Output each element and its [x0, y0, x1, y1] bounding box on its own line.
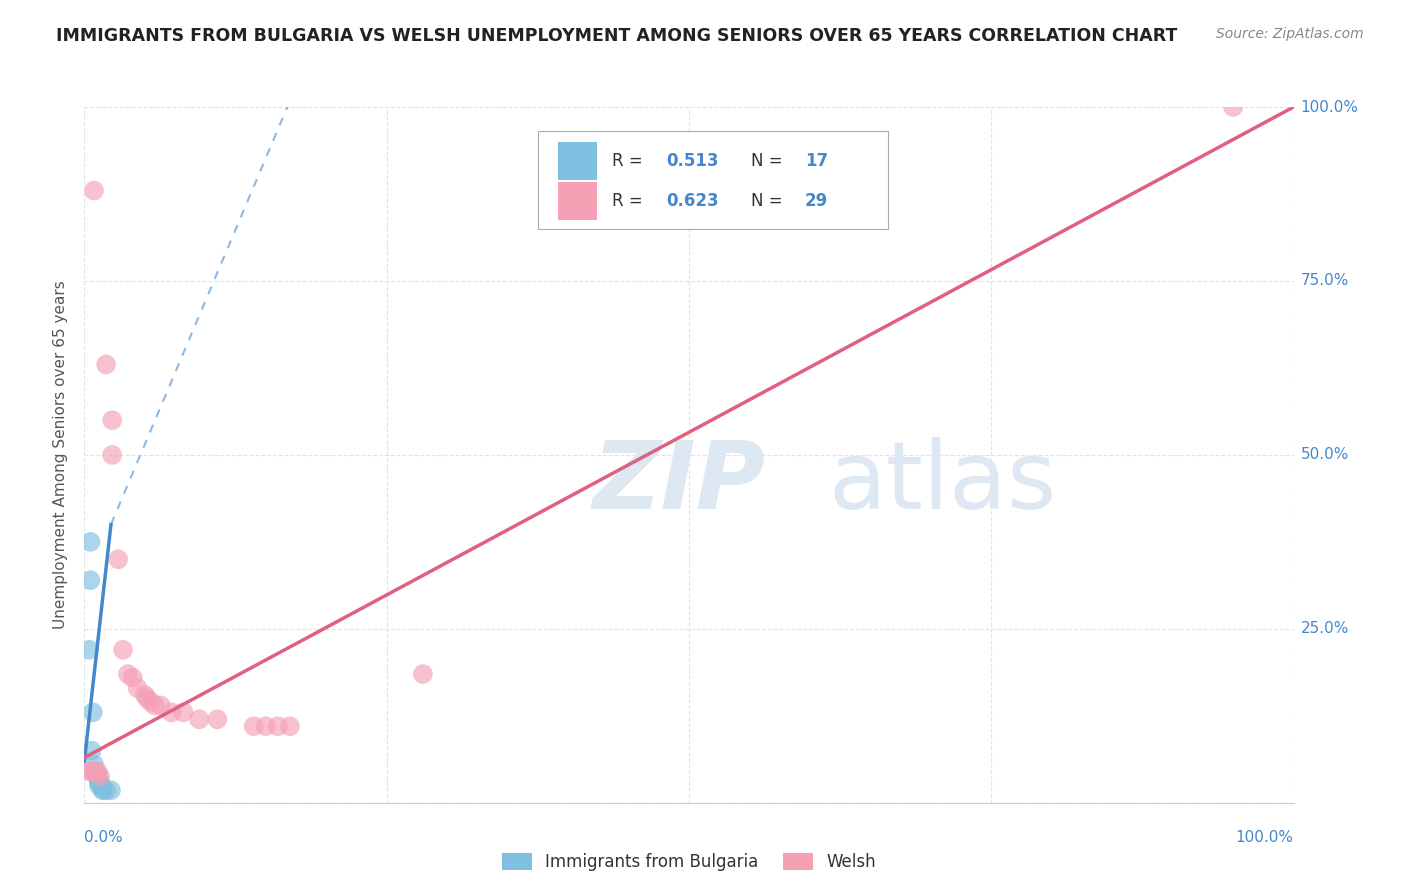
Y-axis label: Unemployment Among Seniors over 65 years: Unemployment Among Seniors over 65 years — [53, 281, 69, 629]
Point — [87, 775, 110, 789]
Point — [127, 681, 149, 695]
Point — [267, 719, 290, 733]
Text: 0.0%: 0.0% — [84, 830, 124, 845]
Point — [77, 642, 100, 657]
FancyBboxPatch shape — [538, 131, 889, 229]
Point — [139, 695, 162, 709]
Point — [101, 448, 124, 462]
Point — [160, 706, 183, 720]
Point — [94, 783, 117, 797]
Text: R =: R = — [612, 153, 648, 170]
Text: 75.0%: 75.0% — [1301, 274, 1348, 288]
Point — [412, 667, 434, 681]
Point — [101, 413, 124, 427]
Point — [90, 778, 112, 792]
Point — [278, 719, 301, 733]
Point — [87, 778, 110, 792]
Text: 100.0%: 100.0% — [1236, 830, 1294, 845]
Point — [89, 775, 111, 789]
Point — [84, 764, 107, 779]
Point — [91, 781, 114, 796]
Point — [94, 358, 117, 372]
Point — [136, 691, 159, 706]
Point — [207, 712, 229, 726]
Point — [86, 768, 108, 782]
Point — [107, 552, 129, 566]
Point — [82, 706, 104, 720]
Point — [173, 706, 195, 720]
Point — [77, 764, 100, 779]
Text: R =: R = — [612, 192, 648, 210]
Point — [79, 573, 101, 587]
Point — [149, 698, 172, 713]
Point — [117, 667, 139, 681]
Bar — [558, 182, 598, 220]
Text: 25.0%: 25.0% — [1301, 622, 1348, 636]
Text: 0.513: 0.513 — [666, 153, 718, 170]
Text: N =: N = — [751, 192, 787, 210]
Point — [100, 783, 122, 797]
Point — [80, 744, 103, 758]
Point — [254, 719, 277, 733]
Text: 50.0%: 50.0% — [1301, 448, 1348, 462]
Bar — [558, 142, 598, 180]
Text: 0.623: 0.623 — [666, 192, 718, 210]
Text: Source: ZipAtlas.com: Source: ZipAtlas.com — [1216, 27, 1364, 41]
Point — [86, 768, 108, 782]
Text: 17: 17 — [806, 153, 828, 170]
Point — [84, 764, 107, 779]
Point — [91, 783, 114, 797]
Point — [134, 688, 156, 702]
Legend: Immigrants from Bulgaria, Welsh: Immigrants from Bulgaria, Welsh — [495, 847, 883, 878]
Point — [83, 184, 105, 198]
Point — [82, 764, 104, 779]
Point — [121, 671, 143, 685]
Text: ZIP: ZIP — [592, 437, 765, 529]
Point — [86, 764, 108, 779]
Point — [188, 712, 211, 726]
Text: N =: N = — [751, 153, 787, 170]
Point — [89, 769, 111, 783]
Text: 29: 29 — [806, 192, 828, 210]
Point — [79, 535, 101, 549]
Point — [112, 642, 135, 657]
Point — [242, 719, 264, 733]
Text: IMMIGRANTS FROM BULGARIA VS WELSH UNEMPLOYMENT AMONG SENIORS OVER 65 YEARS CORRE: IMMIGRANTS FROM BULGARIA VS WELSH UNEMPL… — [56, 27, 1178, 45]
Text: 100.0%: 100.0% — [1301, 100, 1358, 114]
Point — [1222, 100, 1244, 114]
Point — [83, 757, 105, 772]
Text: atlas: atlas — [828, 437, 1056, 529]
Point — [143, 698, 166, 713]
